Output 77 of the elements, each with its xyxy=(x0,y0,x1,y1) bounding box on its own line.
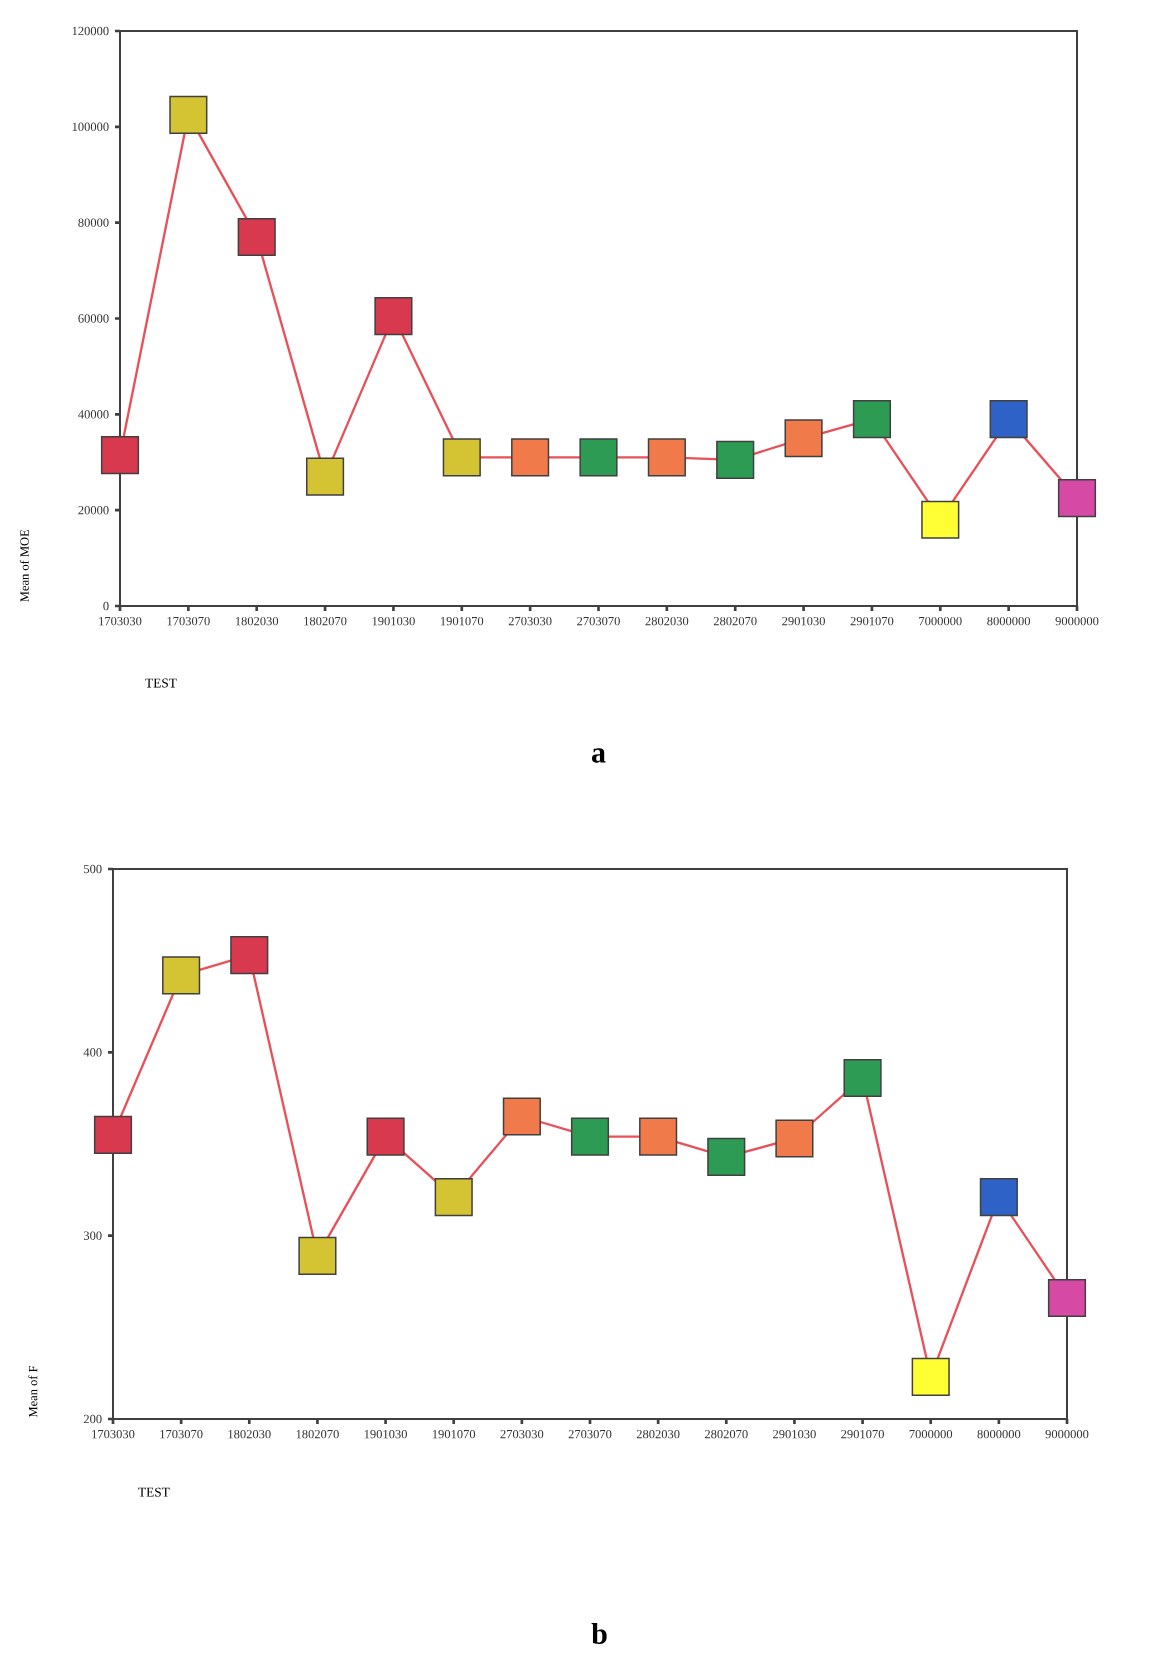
point xyxy=(169,95,208,134)
point xyxy=(775,1119,814,1158)
point xyxy=(511,438,550,477)
x-tick-label: 2802070 xyxy=(704,1429,748,1439)
point xyxy=(1057,479,1097,518)
x-tick-label: 2703070 xyxy=(568,1429,612,1439)
x-axis-title: TEST xyxy=(138,1487,170,1497)
point xyxy=(442,438,481,477)
x-tick-label: 2802070 xyxy=(713,616,757,626)
y-tick-label: 400 xyxy=(83,1048,102,1057)
point xyxy=(979,1178,1018,1217)
y-tick-label: 40000 xyxy=(78,410,109,419)
x-tick-label: 1802070 xyxy=(304,616,347,626)
y-tick-label: 0 xyxy=(103,601,109,611)
point xyxy=(366,1117,405,1156)
x-tick-label: 8000000 xyxy=(987,616,1031,626)
point xyxy=(639,1117,678,1156)
x-tick-label: 2802030 xyxy=(636,1429,680,1439)
x-tick-label: 1901030 xyxy=(364,1429,407,1439)
y-tick-label: 100000 xyxy=(72,122,109,132)
point xyxy=(784,419,823,458)
x-tick-label: 1703030 xyxy=(99,616,142,626)
point xyxy=(647,438,686,477)
y-tick-label: 200 xyxy=(83,1414,102,1424)
x-tick-label: 9000000 xyxy=(1045,1429,1089,1439)
x-tick-label: 1802030 xyxy=(235,616,279,626)
x-tick-label: 2703070 xyxy=(577,616,620,626)
point xyxy=(502,1097,541,1136)
text: b xyxy=(591,1622,607,1645)
point xyxy=(911,1357,950,1396)
point xyxy=(707,1137,746,1176)
y-tick-label: 300 xyxy=(83,1231,102,1240)
point xyxy=(298,1236,337,1275)
point xyxy=(843,1058,882,1098)
point xyxy=(989,400,1028,439)
x-tick-label: 2901030 xyxy=(782,616,825,626)
point xyxy=(93,1115,133,1154)
point xyxy=(237,217,276,257)
x-tick-label: 1901070 xyxy=(432,1429,476,1439)
y-axis-title: Mean of MOE xyxy=(19,529,29,602)
point xyxy=(716,440,755,479)
point xyxy=(162,956,201,995)
point xyxy=(230,936,269,975)
x-tick-label: 1703030 xyxy=(92,1429,135,1439)
y-tick-label: 120000 xyxy=(72,26,109,36)
x-tick-label: 2802030 xyxy=(645,616,689,626)
point xyxy=(374,297,413,336)
y-tick-label: 80000 xyxy=(78,218,109,227)
x-tick-label: 2703030 xyxy=(500,1429,544,1439)
x-tick-label: 1703070 xyxy=(160,1429,203,1439)
x-tick-label: 9000000 xyxy=(1055,616,1099,626)
y-tick-label: 60000 xyxy=(78,314,109,323)
point xyxy=(921,500,960,539)
x-tick-label: 2901070 xyxy=(841,1429,884,1439)
x-tick-label: 8000000 xyxy=(977,1429,1021,1439)
y-axis-title: Mean of F xyxy=(28,1365,38,1418)
x-tick-label: 2901070 xyxy=(850,616,894,626)
y-tick-label: 500 xyxy=(84,864,102,874)
text: a xyxy=(591,748,606,763)
point xyxy=(434,1178,473,1217)
point xyxy=(305,457,345,496)
point xyxy=(852,400,892,439)
x-tick-label: 1901030 xyxy=(372,616,415,626)
x-tick-label: 1802030 xyxy=(228,1429,271,1439)
x-tick-label: 1703070 xyxy=(167,616,210,626)
x-axis-title: TEST xyxy=(145,678,177,688)
x-tick-label: 2901030 xyxy=(773,1429,816,1439)
x-tick-label: 1802070 xyxy=(296,1429,339,1439)
point xyxy=(579,438,618,477)
y-tick-label: 20000 xyxy=(78,505,109,515)
point xyxy=(1047,1278,1087,1318)
x-tick-label: 7000000 xyxy=(909,1429,953,1439)
point xyxy=(570,1117,610,1156)
point xyxy=(100,435,140,475)
x-tick-label: 1901070 xyxy=(441,616,484,626)
x-tick-label: 2703030 xyxy=(508,616,552,626)
x-tick-label: 7000000 xyxy=(919,616,962,626)
